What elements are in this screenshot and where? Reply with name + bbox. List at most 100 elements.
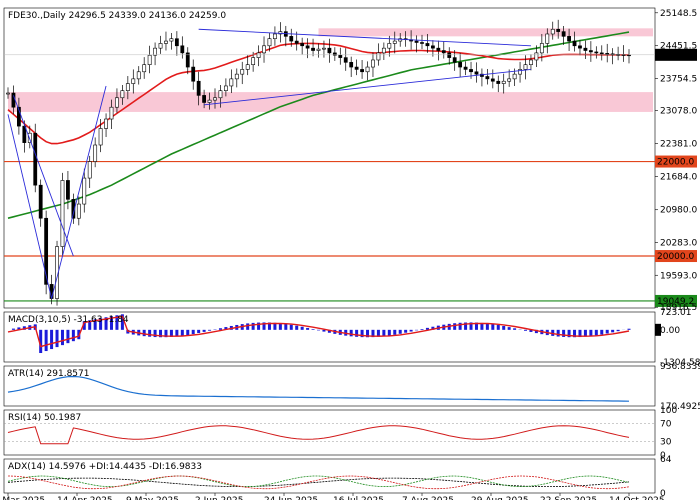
macd-signal-line: [7, 315, 630, 348]
candle-body: [191, 66, 196, 82]
price-header: FDE30.,Daily 24296.5 24339.0 24136.0 242…: [8, 11, 226, 21]
price-panel: 22000.0 20000.0 19049.2 24259.0 25148.5 24451…: [3, 7, 697, 313]
candle-body: [33, 132, 38, 186]
macd-bar: [11, 328, 15, 330]
macd-bar: [322, 329, 326, 332]
macd-bar: [627, 328, 631, 330]
macd-bar: [39, 329, 43, 354]
candle-body: [131, 78, 136, 84]
macd-bar: [295, 325, 299, 330]
macd-bar: [420, 329, 424, 330]
ma-green-line: [7, 31, 630, 219]
macd-bar: [115, 315, 119, 330]
macd-bar: [278, 323, 282, 330]
macd-bar: [431, 326, 435, 330]
adx-ytick-label-1: 0: [660, 489, 666, 499]
candle-body: [169, 38, 174, 42]
macd-bar: [425, 327, 429, 330]
candle-body: [463, 66, 468, 70]
macd-bar: [464, 322, 468, 330]
macd-bar: [289, 324, 293, 330]
macd-bar: [376, 329, 380, 337]
level-label-bg-2: [655, 294, 697, 307]
macd-panel: 723.01 0.00 -1304.58 MACD(3,10,5) -31.63 -1…: [3, 308, 700, 368]
macd-bar: [616, 329, 620, 332]
candle-body: [11, 92, 16, 108]
rsi-ytick-label-0: 100: [660, 406, 677, 416]
rsi-header: RSI(14) 50.1987: [8, 413, 81, 423]
macd-bar: [485, 323, 489, 330]
candle-body: [327, 47, 332, 54]
candle-body: [49, 284, 54, 299]
candle-body: [60, 180, 65, 247]
atr-panel: 936.8339 170.4925 ATR(14) 291.8571: [3, 362, 700, 412]
macd-bar: [273, 322, 277, 330]
macd-bar: [371, 329, 375, 338]
macd-bar: [573, 329, 577, 338]
macd-bar: [349, 329, 353, 337]
macd-bar: [110, 316, 113, 330]
macd-bar: [496, 325, 500, 330]
x-tick-label-1: 14 Apr 2025: [57, 496, 113, 500]
macd-bar: [60, 329, 64, 346]
x-tick-label-0: 21 Mar 2025: [0, 496, 45, 500]
macd-bar: [159, 329, 163, 338]
macd-bar: [120, 314, 124, 330]
level-label-bg-0: [655, 155, 697, 168]
macd-bar: [327, 329, 331, 333]
candle-body: [322, 47, 326, 50]
candle-body: [245, 64, 250, 70]
adx-line: [7, 477, 630, 487]
macd-bar: [600, 329, 604, 335]
trendline-0: [7, 114, 53, 299]
x-tick-label-6: 7 Aug 2025: [402, 496, 454, 500]
macd-bar: [594, 329, 598, 336]
trendline-4: [204, 68, 531, 106]
macd-bar: [262, 322, 266, 330]
macd-bar: [366, 329, 370, 338]
macd-bar: [246, 323, 250, 330]
candle-body: [332, 52, 337, 56]
candle-body: [273, 33, 277, 40]
macd-bar: [453, 323, 457, 330]
candle-body: [387, 43, 392, 49]
macd-bar: [267, 322, 271, 330]
candle-body: [365, 66, 370, 73]
candle-body: [496, 80, 501, 84]
macd-bar: [529, 329, 533, 332]
candle-body: [567, 36, 571, 42]
candle-body: [425, 43, 430, 47]
rsi-frame: [3, 409, 656, 456]
rsi-line: [7, 425, 630, 445]
candle-body: [588, 50, 593, 53]
candle-body: [594, 51, 599, 54]
macd-bar: [142, 329, 146, 337]
macd-bar: [534, 329, 538, 334]
candle-body: [109, 106, 114, 120]
candle-body: [185, 52, 190, 68]
macd-bar: [491, 324, 495, 330]
macd-bar: [180, 329, 184, 336]
macd-bar: [55, 329, 59, 348]
candle-body: [207, 99, 212, 103]
candle-body: [398, 38, 403, 42]
macd-bar: [507, 327, 511, 330]
price-ytick-label-6: 20980.0: [660, 206, 697, 216]
candle-body: [458, 62, 463, 68]
macd-header: MACD(3,10,5) -31.63 -1.84: [8, 315, 129, 325]
candle-body: [223, 85, 228, 91]
candle-body: [76, 203, 81, 219]
macd-bar: [469, 322, 473, 330]
macd-bar: [355, 329, 359, 337]
macd-bar: [50, 329, 54, 350]
candle-body: [392, 40, 397, 44]
candle-body: [430, 45, 435, 49]
candle-body: [256, 52, 261, 58]
candle-body: [229, 78, 234, 87]
rsi-ytick-label-3: 0: [660, 451, 666, 461]
atr-header: ATR(14) 291.8571: [8, 369, 90, 379]
macd-bar: [224, 327, 228, 330]
candle-body: [98, 128, 103, 146]
atr-ytick-label-1: 170.4925: [660, 402, 700, 412]
